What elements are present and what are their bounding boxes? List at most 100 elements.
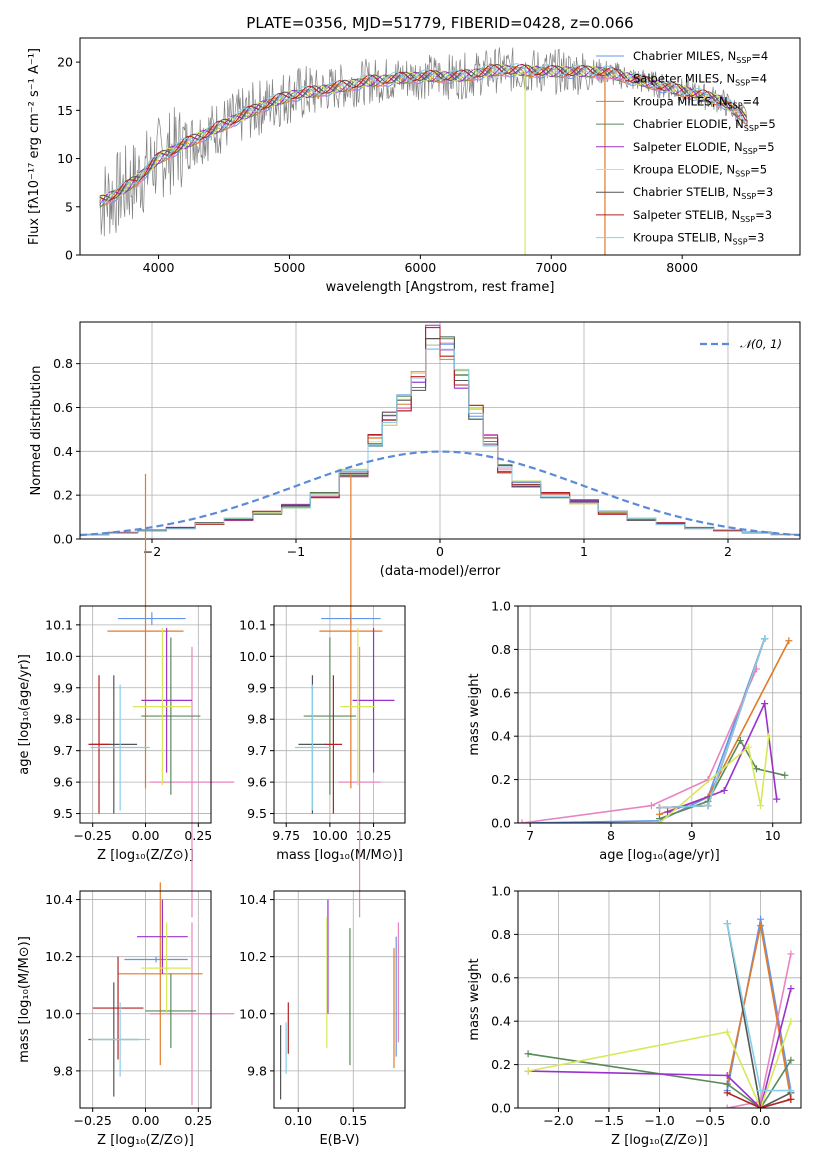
massweight_vs_age-xtick-label: 10: [765, 828, 781, 843]
age_vs_mass-ytick-label: 10.1: [239, 617, 267, 632]
age_vs_Z-axes: −0.25 0.00 0.25 9.5 9.6 9.7 9.8 9.9 10.0 10.1 Z [l…: [17, 606, 212, 863]
spectrum-model-line-2: [99, 66, 747, 207]
residuals-ytick-label: 0.0: [53, 532, 73, 547]
mass_vs_Z-ylabel: mass [log₁₀(M/M⊙)]: [17, 936, 32, 1063]
legend-nssp-subscript: SSP: [741, 192, 756, 201]
spectrum-legend-label: Kroupa MILES, NSSP=4: [633, 94, 760, 110]
massweight_vs_age-line-6: [659, 638, 766, 809]
residuals-ytick-label: 0.8: [53, 356, 73, 371]
spectrum-model-line-5: [99, 64, 747, 200]
legend-nssp-eq: =: [743, 94, 753, 108]
age_vs_mass-xtick-label: 10.25: [356, 828, 392, 843]
age_vs_Z-ytick-label: 9.8: [53, 712, 73, 727]
legend-nssp-subscript: SSP: [728, 101, 743, 110]
legend-nssp-eq: =: [751, 49, 761, 63]
spectrum-legend-label: Chabrier ELODIE, NSSP=5: [633, 117, 776, 133]
spectrum-ytick-label: 15: [57, 103, 73, 118]
mass_vs_Z-ytick-label: 10.4: [45, 892, 73, 907]
massweight_vs_age-marker-8: [704, 802, 712, 810]
legend-nssp-prefix: , N: [727, 140, 743, 154]
residuals-xtick-label: 2: [724, 544, 732, 559]
massweight_vs_Z-marker-2: [757, 922, 765, 930]
legend-nssp-eq: =: [756, 185, 766, 199]
age_vs_mass-xtick-label: 9.75: [272, 828, 300, 843]
spectrum-ylabel: Flux [fλ10⁻¹⁷ erg cm⁻² s⁻¹ A⁻¹]: [27, 48, 42, 245]
age_vs_mass-ytick-label: 10.0: [239, 649, 267, 664]
massweight_vs_age-xtick-label: 8: [607, 828, 615, 843]
massweight_vs_age-marker-5: [656, 819, 663, 823]
massweight_vs_age-ytick-label: 0.8: [491, 642, 511, 657]
residual-hist-8: [80, 348, 800, 536]
legend-nssp-subscript: SSP: [744, 124, 759, 133]
legend-nssp-prefix: , N: [712, 94, 728, 108]
massweight_vs_Z-line-2: [726, 925, 792, 1100]
massweight_vs_age-marker-4: [720, 786, 728, 794]
age_vs_mass-frame: [273, 605, 406, 824]
mass_vs_EBV-frame: [273, 890, 406, 1109]
spectrum-xlabel: wavelength [Angstrom, rest frame]: [326, 280, 555, 295]
residuals-xtick-label: 0: [436, 544, 444, 559]
mass_vs_Z-xlabel: Z [log₁₀(Z/Z⊙)]: [97, 1133, 194, 1148]
legend-nssp-value: 4: [752, 94, 759, 108]
massweight_vs_Z-marker-8: [757, 1087, 765, 1095]
massweight_vs_Z-ytick-label: 0.4: [491, 1014, 511, 1029]
massweight_vs_Z-line-7: [726, 1092, 792, 1108]
spectrum-xtick-label: 6000: [404, 260, 436, 275]
mass_vs_Z-ytick-label: 10.2: [45, 949, 73, 964]
mass_vs_EBV-ytick-label: 9.8: [247, 1063, 267, 1078]
age_vs_Z-xtick-label: −0.25: [74, 828, 112, 843]
massweight_vs_age-marker-1: [518, 819, 526, 823]
age_vs_mass-ytick-label: 9.6: [247, 775, 267, 790]
spectrum-ytick-label: 0: [65, 248, 73, 263]
mass_vs_Z-xtick-label: 0.25: [184, 1113, 212, 1128]
massweight_vs_Z-line-5: [527, 1020, 792, 1108]
massweight_vs_Z-line-4: [528, 988, 792, 1108]
legend-nssp-subscript: SSP: [743, 147, 758, 156]
massweight_vs_age-marker-3: [781, 771, 789, 779]
legend-nssp-value: 4: [760, 72, 767, 86]
massweight_vs_Z-ylabel: mass weight: [467, 958, 482, 1040]
legend-nssp-eq: =: [748, 231, 758, 245]
age_vs_mass-ytick-label: 9.7: [247, 743, 267, 758]
mass_vs_Z-axes: −0.25 0.00 0.25 9.8 10.0 10.2 10.4 Z [log₁₀(Z/Z…: [17, 891, 212, 1148]
massweight_vs_Z-marker-5: [723, 1028, 731, 1036]
massweight_vs_Z-xtick-label: −2.0: [543, 1113, 573, 1128]
age_vs_Z-ytick-label: 9.7: [53, 743, 73, 758]
spectrum-frame: [79, 37, 801, 256]
massweight_vs_Z-marker-5: [524, 1067, 532, 1075]
mass_vs_Z-ytick-label: 9.8: [53, 1063, 73, 1078]
legend-nssp-value: 5: [760, 163, 767, 177]
massweight_vs_Z-marker-0: [757, 915, 765, 923]
age_vs_Z-ytick-label: 9.6: [53, 775, 73, 790]
mass_vs_EBV-xtick-label: 0.15: [339, 1113, 367, 1128]
massweight_vs_age-marker-3: [753, 765, 761, 773]
residual-legend-label: 𝒩(0, 1): [740, 337, 782, 351]
legend-nssp-prefix: , N: [717, 231, 733, 245]
residuals-ytick-label: 0.6: [53, 400, 73, 415]
massweight_vs_Z-line-6: [726, 923, 792, 1108]
mass_vs_EBV-ytick-label: 10.2: [239, 949, 267, 964]
massweight_vs_age-line-0: [521, 638, 766, 823]
legend-nssp-eq: =: [758, 140, 768, 154]
mass_vs_EBV-xtick-label: 0.10: [284, 1113, 312, 1128]
massweight_vs_age-line-5: [658, 736, 770, 823]
normal-curve: [79, 450, 801, 537]
residuals-xlabel: (data-model)/error: [380, 564, 501, 579]
massweight_vs_age-line-8: [659, 638, 766, 809]
spectrum-legend-label: Kroupa STELIB, NSSP=3: [633, 231, 765, 247]
spectrum-xtick-label: 8000: [666, 260, 698, 275]
massweight_vs_age-marker-8: [656, 804, 663, 812]
massweight_vs_age-marker-4: [664, 808, 672, 816]
age_vs_Z-ytick-label: 9.9: [53, 680, 73, 695]
spectrum-axes: 4000 5000 6000 7000 8000 0 5 10 15 20 wavelength […: [27, 48, 698, 295]
mass_vs_Z-ytick-label: 10.0: [45, 1006, 73, 1021]
massweight_vs_age-ytick-label: 0.4: [491, 729, 511, 744]
massweight_vs_age-line-4: [667, 700, 778, 813]
age_vs_Z-xlabel: Z [log₁₀(Z/Z⊙)]: [97, 848, 194, 863]
figure-title: PLATE=0356, MJD=51779, FIBERID=0428, z=0…: [246, 14, 633, 32]
massweight_vs_Z-ytick-label: 0.0: [491, 1101, 511, 1116]
legend-nssp-value: 3: [757, 231, 764, 245]
legend-nssp-subscript: SSP: [735, 170, 750, 179]
spectrum-legend-label: Kroupa ELODIE, NSSP=5: [633, 163, 767, 179]
legend-nssp-eq: =: [750, 72, 760, 86]
